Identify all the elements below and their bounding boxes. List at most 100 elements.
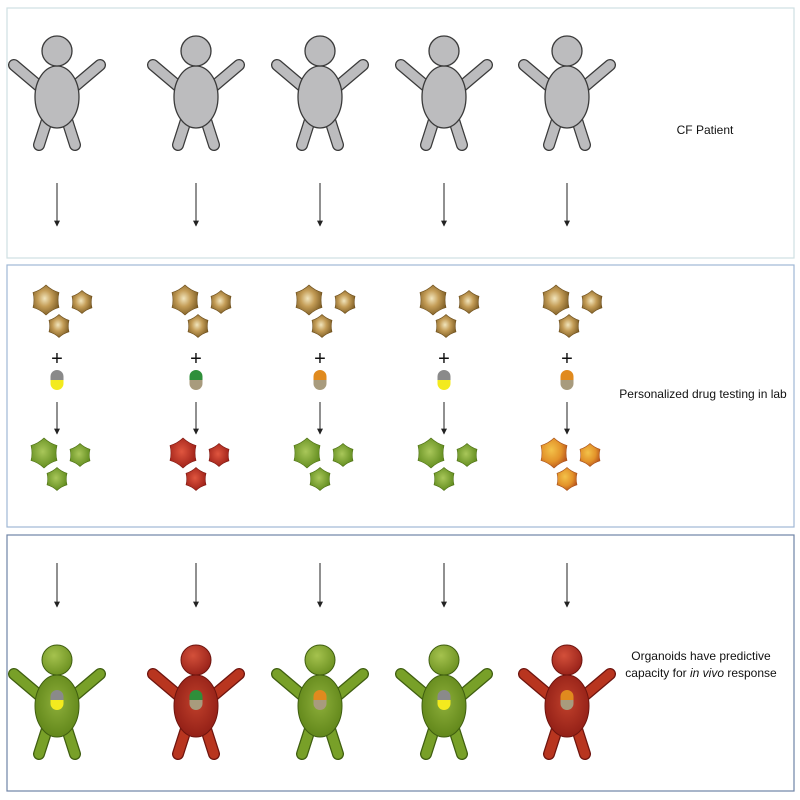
patient-drug-capsule-col5-bottom	[560, 700, 574, 710]
drug-capsule-col2-bottom	[189, 380, 203, 391]
cf-patient-col3-arm-right	[332, 60, 368, 92]
drug-capsule-col1	[50, 370, 64, 391]
organoids-treated-col1-large	[30, 437, 58, 469]
organoids-treated-col1-right	[69, 443, 91, 467]
label-text-capacity: capacity for	[625, 666, 690, 680]
patient-response-col4-arm-left	[396, 669, 432, 701]
cf-patient-col2	[147, 35, 245, 151]
patient-drug-capsule-col1-bottom	[50, 700, 64, 710]
patient-response-col5-arm-left	[519, 669, 555, 701]
organoids-treated-col2-bottom	[185, 467, 207, 491]
drug-capsule-col4-top	[437, 370, 451, 380]
patient-response-col1-head	[41, 644, 73, 676]
organoids-untreated-col2-bottom	[187, 314, 209, 338]
cf-patient-col3-torso	[297, 65, 343, 129]
panel-patients	[6, 7, 795, 259]
label-personalized-drug-testing: Personalized drug testing in lab	[619, 387, 787, 401]
organoids-untreated-col1-bottom	[48, 314, 70, 338]
patient-drug-capsule-col3	[313, 690, 327, 710]
cf-patient-col2-head	[180, 35, 212, 67]
panel-in-vivo-response	[6, 534, 795, 792]
label-text-in-vivo: in vivo	[689, 666, 724, 680]
drug-capsule-col2	[189, 370, 203, 391]
patient-drug-capsule-col1-top	[50, 690, 64, 700]
organoids-treated-col5-right	[579, 443, 601, 467]
organoids-untreated-col1-large	[32, 284, 60, 316]
label-organoids-predictive: Organoids have predictive capacity for in…	[616, 648, 786, 682]
patient-response-col3	[271, 644, 369, 760]
cf-patient-col1-torso	[34, 65, 80, 129]
patient-response-col5-head	[551, 644, 583, 676]
label-text-response: response	[724, 666, 777, 680]
patient-response-col5	[518, 644, 616, 760]
organoids-treated-col3-right	[332, 443, 354, 467]
drug-capsule-col1-top	[50, 370, 64, 380]
drug-capsule-col3-top	[313, 370, 327, 380]
patient-response-col4	[395, 644, 493, 760]
organoids-untreated-col3-large	[295, 284, 323, 316]
panel-drug-testing	[6, 264, 795, 528]
organoids-untreated-col1-right	[71, 290, 93, 314]
plus-sign-col3: +	[314, 348, 326, 370]
cf-patient-col1-head	[41, 35, 73, 67]
organoids-treated-col5-large	[540, 437, 568, 469]
patient-response-col3-arm-left	[272, 669, 308, 701]
drug-capsule-col3-bottom	[313, 380, 327, 391]
cf-patient-col5-torso	[544, 65, 590, 129]
organoids-treated-col1-bottom	[46, 467, 68, 491]
patient-response-col3-head	[304, 644, 336, 676]
patient-response-col1	[8, 644, 106, 760]
patient-drug-capsule-col2-bottom	[189, 700, 203, 710]
patient-response-col5-arm-right	[579, 669, 615, 701]
plus-sign-col1: +	[51, 348, 63, 370]
label-text-line1: Organoids have predictive	[631, 649, 771, 663]
cf-patient-col5-arm-right	[579, 60, 615, 92]
patient-drug-capsule-col1	[50, 690, 64, 710]
organoids-untreated-col4-large	[419, 284, 447, 316]
patient-response-col3-arm-right	[332, 669, 368, 701]
cf-patient-col3-arm-left	[272, 60, 308, 92]
cf-patient-col1	[8, 35, 106, 151]
organoids-treated-col3-large	[293, 437, 321, 469]
cf-patient-col1-arm-left	[9, 60, 45, 92]
cf-patient-col5	[518, 35, 616, 151]
patient-drug-capsule-col2-top	[189, 690, 203, 700]
organoids-untreated-col3-bottom	[311, 314, 333, 338]
cf-patient-col3-head	[304, 35, 336, 67]
patient-response-col2-arm-left	[148, 669, 184, 701]
patient-response-col1-arm-left	[9, 669, 45, 701]
drug-capsule-col3	[313, 370, 327, 391]
cf-patient-col5-head	[551, 35, 583, 67]
drug-capsule-col4-bottom	[437, 380, 451, 391]
organoids-untreated-col2-large	[171, 284, 199, 316]
patient-drug-capsule-col2	[189, 690, 203, 710]
patient-drug-capsule-col4-bottom	[437, 700, 451, 710]
label-cf-patient: CF Patient	[676, 123, 734, 137]
patient-response-col2-head	[180, 644, 212, 676]
drug-capsule-col4	[437, 370, 451, 391]
patient-drug-capsule-col4-top	[437, 690, 451, 700]
patient-response-col4-arm-right	[456, 669, 492, 701]
organoids-treated-col4-large	[417, 437, 445, 469]
organoids-untreated-col5-large	[542, 284, 570, 316]
organoids-treated-col2-large	[169, 437, 197, 469]
organoids-untreated-col2-right	[210, 290, 232, 314]
drug-capsule-col5-top	[560, 370, 574, 380]
patient-drug-capsule-col3-bottom	[313, 700, 327, 710]
organoids-treated-col5-bottom	[556, 467, 578, 491]
drug-capsule-col1-bottom	[50, 380, 64, 391]
drug-capsule-col5	[560, 370, 574, 391]
cf-patient-col2-arm-left	[148, 60, 184, 92]
cf-patient-col4-arm-right	[456, 60, 492, 92]
organoids-untreated-col5-bottom	[558, 314, 580, 338]
patient-drug-capsule-col3-top	[313, 690, 327, 700]
organoids-treated-col4-bottom	[433, 467, 455, 491]
plus-sign-col2: +	[190, 348, 202, 370]
organoids-treated-col3-bottom	[309, 467, 331, 491]
patient-drug-capsule-col5	[560, 690, 574, 710]
plus-sign-col4: +	[438, 348, 450, 370]
patient-response-col1-arm-right	[69, 669, 105, 701]
cf-patient-col4-head	[428, 35, 460, 67]
organoids-untreated-col3-right	[334, 290, 356, 314]
